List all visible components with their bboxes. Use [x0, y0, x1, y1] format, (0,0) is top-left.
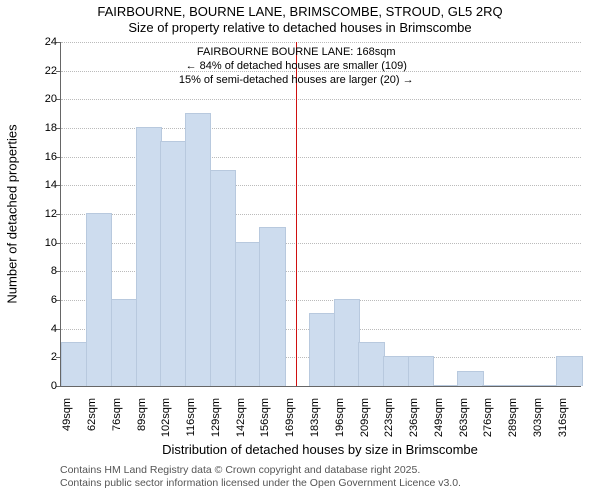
ytick-label: 12 — [45, 208, 61, 220]
chart-title-line1: FAIRBOURNE, BOURNE LANE, BRIMSCOMBE, STR… — [0, 4, 600, 20]
histogram-bar — [334, 299, 360, 386]
histogram-bar — [61, 342, 87, 386]
histogram-bar — [111, 299, 137, 386]
ytick-label: 8 — [51, 265, 61, 277]
ytick-label: 16 — [45, 151, 61, 163]
histogram-bar — [383, 356, 409, 386]
chart-title-line2: Size of property relative to detached ho… — [0, 20, 600, 36]
grid-line — [61, 99, 581, 100]
histogram-bar — [259, 227, 285, 386]
histogram-bar — [210, 170, 236, 386]
histogram-bar — [482, 385, 508, 386]
ytick-label: 20 — [45, 93, 61, 105]
grid-line — [61, 71, 581, 72]
credits: Contains HM Land Registry data © Crown c… — [60, 464, 461, 489]
plot-area: 02468101214161820222449sqm62sqm76sqm89sq… — [60, 42, 581, 387]
ytick-label: 24 — [45, 36, 61, 48]
ytick-label: 14 — [45, 179, 61, 191]
histogram-bar — [433, 385, 459, 386]
histogram-bar — [160, 141, 186, 386]
ytick-label: 18 — [45, 122, 61, 134]
ytick-label: 6 — [51, 294, 61, 306]
histogram-bar — [408, 356, 434, 386]
histogram-bar — [309, 313, 335, 386]
histogram-bar — [556, 356, 582, 386]
histogram-bar — [532, 385, 558, 386]
histogram-bar — [507, 385, 533, 386]
histogram-bar — [86, 213, 112, 386]
histogram-bar — [136, 127, 162, 386]
ytick-label: 10 — [45, 237, 61, 249]
ytick-label: 4 — [51, 323, 61, 335]
credits-line1: Contains HM Land Registry data © Crown c… — [60, 464, 461, 477]
chart-container: { "chart": { "type": "histogram", "title… — [0, 0, 600, 500]
ytick-label: 2 — [51, 351, 61, 363]
credits-line2: Contains public sector information licen… — [60, 477, 461, 490]
marker-line — [296, 42, 297, 386]
histogram-bar — [235, 242, 261, 386]
histogram-bar — [457, 371, 483, 386]
histogram-bar — [358, 342, 384, 386]
grid-line — [61, 42, 581, 43]
ytick-label: 0 — [51, 380, 61, 392]
x-axis-label: Distribution of detached houses by size … — [60, 442, 580, 457]
histogram-bar — [185, 113, 211, 386]
ytick-label: 22 — [45, 65, 61, 77]
